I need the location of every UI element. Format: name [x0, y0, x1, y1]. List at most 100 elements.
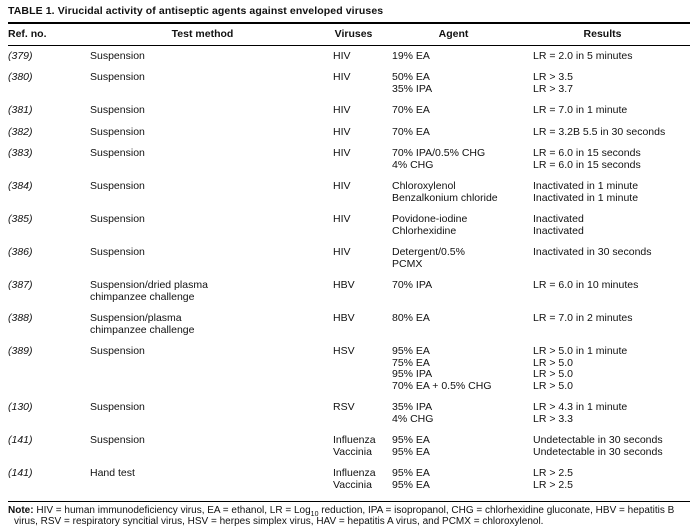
ref-no-cell: (380) [8, 71, 33, 83]
cell-line: LR = 3.2B 5.5 in 30 seconds [533, 125, 666, 138]
agent-cell: 70% EA [392, 125, 533, 139]
test-method-cell: Suspension/plasma chimpanzee challenge [90, 312, 333, 336]
cell-line: HIV [333, 49, 351, 62]
table-row: (385) Suspension HIV Povidone-iodine Chlo… [8, 213, 690, 247]
test-method-cell: Suspension [90, 401, 333, 425]
test-method-cell: Suspension/dried plasma chimpanzee challe… [90, 279, 333, 303]
column-header-agent: Agent [438, 28, 469, 40]
results-cell: LR > 2.5 LR > 2.5 [533, 467, 690, 491]
test-method-cell: Suspension [90, 345, 333, 392]
test-method-cell: Suspension [90, 49, 333, 63]
rule-below-header [8, 44, 690, 46]
cell-line: Influenza [333, 467, 376, 479]
column-header-results: Results [583, 28, 622, 40]
cell-line: 70% IPA [392, 279, 433, 291]
ref-no-cell: (141) [8, 434, 33, 446]
cell-line: 70% EA [392, 125, 430, 138]
cell-line: Inactivated [533, 213, 584, 225]
results-cell: Inactivated Inactivated [533, 213, 690, 237]
agent-cell: 95% EA 95% EA [392, 467, 533, 491]
table-row: (379) Suspension HIV 19% EA LR = 2.0 in … [8, 49, 690, 73]
cell-line: HBV [333, 312, 355, 324]
agent-cell: 95% EA 95% EA [392, 434, 533, 458]
cell-line: 4% CHG [392, 158, 434, 171]
viruses-cell: HIV [333, 126, 392, 139]
cell-line: LR > 5.0 [533, 368, 573, 380]
cell-line: Undetectable in 30 seconds [533, 445, 663, 458]
cell-line: 95% EA [392, 345, 430, 357]
viruses-cell: HSV [333, 345, 392, 392]
cell-line: chimpanzee challenge [90, 323, 195, 336]
results-cell: LR = 6.0 in 15 seconds LR = 6.0 in 15 sec… [533, 147, 690, 171]
cell-line: Suspension [90, 147, 145, 159]
results-cell: LR = 7.0 in 2 minutes [533, 312, 690, 336]
cell-line: Vaccinia [333, 478, 372, 491]
cell-line: Chloroxylenol [392, 180, 456, 192]
cell-line: LR > 3.5 [533, 71, 573, 83]
cell-line: Suspension/dried plasma [90, 279, 208, 291]
cell-line: HBV [333, 279, 355, 291]
cell-line: Suspension [90, 71, 145, 83]
viruses-cell: HIV [333, 246, 392, 270]
agent-cell: Povidone-iodine Chlorhexidine [392, 213, 533, 237]
table-row: (381) Suspension HIV 70% EA LR = 7.0 in … [8, 104, 690, 127]
table-title: TABLE 1. Virucidal activity of antisepti… [8, 5, 384, 17]
cell-line: HIV [333, 246, 351, 258]
results-cell: LR > 4.3 in 1 minute LR > 3.3 [533, 401, 690, 425]
results-cell: LR = 6.0 in 10 minutes [533, 279, 690, 303]
ref-no-cell: (386) [8, 246, 33, 258]
cell-line: HSV [333, 345, 355, 357]
cell-line: LR > 3.7 [533, 82, 573, 95]
cell-line: Inactivated in 1 minute [533, 180, 639, 192]
table-row: (384) Suspension HIV Chloroxylenol Benzal… [8, 180, 690, 214]
table-header-row: Ref. no. Test method Viruses Agent Resul… [8, 24, 690, 45]
test-method-cell: Suspension [90, 246, 333, 270]
column-header-ref-no: Ref. no. [8, 28, 47, 40]
results-cell: LR > 5.0 in 1 minute LR > 5.0 LR > 5.0 LR >… [533, 345, 690, 392]
cell-line: Suspension [90, 125, 145, 138]
cell-line: LR = 7.0 in 1 minute [533, 104, 628, 116]
test-method-cell: Suspension [90, 213, 333, 237]
table-row: (387) Suspension/dried plasma chimpanzee … [8, 279, 690, 313]
column-header-viruses: Viruses [334, 28, 373, 40]
cell-line: LR > 5.0 [533, 379, 573, 392]
cell-line: HIV [333, 71, 351, 83]
viruses-cell: Influenza Vaccinia [333, 467, 392, 491]
viruses-cell: HIV [333, 104, 392, 117]
ref-no-cell: (381) [8, 104, 33, 116]
agent-cell: 35% IPA 4% CHG [392, 401, 533, 425]
test-method-cell: Suspension [90, 147, 333, 171]
ref-no-cell: (389) [8, 345, 33, 357]
table-row: (141) Hand test Influenza Vaccinia 95% EA… [8, 467, 690, 501]
cell-line: 19% EA [392, 49, 430, 62]
table-row: (382) Suspension HIV 70% EA LR = 3.2B 5.… [8, 125, 690, 149]
rule-above-note [8, 501, 690, 502]
note-text-before-subscript: HIV = human immunodeficiency virus, EA =… [33, 505, 311, 516]
cell-line: 35% IPA [392, 82, 433, 95]
cell-line: 95% EA [392, 467, 430, 479]
cell-line: 70% EA + 0.5% CHG [392, 379, 492, 392]
agent-cell: Detergent/0.5% PCMX [392, 246, 533, 270]
cell-line: Suspension [90, 213, 145, 225]
agent-cell: 80% EA [392, 312, 533, 336]
cell-line: chimpanzee challenge [90, 290, 195, 303]
cell-line: Benzalkonium chloride [392, 191, 498, 204]
cell-line: HIV [333, 147, 351, 159]
agent-cell: 70% IPA [392, 279, 533, 303]
cell-line: LR = 7.0 in 2 minutes [533, 312, 633, 324]
viruses-cell: HIV [333, 49, 392, 63]
cell-line: 35% IPA [392, 401, 433, 413]
cell-line: LR > 2.5 [533, 467, 573, 479]
column-header-test-method: Test method [171, 28, 234, 40]
cell-line: Suspension [90, 49, 145, 62]
cell-line: 95% EA [392, 478, 430, 491]
viruses-cell: HBV [333, 312, 392, 336]
test-method-cell: Suspension [90, 125, 333, 139]
table-row: (383) Suspension HIV 70% IPA/0.5% CHG 4% … [8, 147, 690, 181]
ref-no-cell: (388) [8, 312, 33, 324]
results-cell: Undetectable in 30 seconds Undetectable i… [533, 434, 690, 458]
cell-line: Povidone-iodine [392, 213, 468, 225]
cell-line: 95% IPA [392, 368, 433, 380]
cell-line: Suspension [90, 345, 145, 357]
